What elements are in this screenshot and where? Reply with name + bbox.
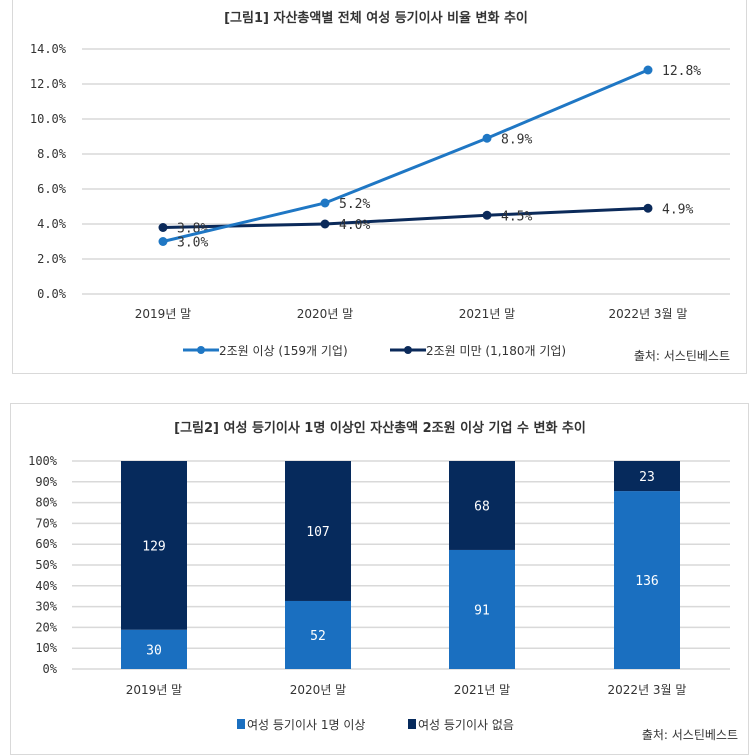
x-tick-label: 2021년 말 — [459, 307, 515, 321]
y-tick-label: 14.0% — [30, 42, 67, 56]
bar-value-label: 30 — [146, 643, 162, 658]
y-tick-label: 6.0% — [37, 182, 67, 196]
data-label: 5.2% — [339, 197, 370, 212]
y-tick-label: 10.0% — [30, 112, 67, 126]
y-tick-label: 0.0% — [37, 287, 67, 301]
bar-segment-without-female-director — [614, 461, 680, 492]
x-tick-label: 2022년 3월 말 — [608, 683, 687, 697]
y-tick-label: 100% — [28, 454, 58, 468]
legend-label-2: 여성 등기이사 없음 — [418, 718, 514, 732]
chart1-panel — [12, 0, 747, 374]
data-label: 4.0% — [339, 218, 370, 233]
x-tick-label: 2020년 말 — [290, 683, 346, 697]
chart1-title: [그림1] 자산총액별 전체 여성 등기이사 비율 변화 추이 — [224, 10, 528, 26]
bar-segment-without-female-director — [121, 461, 187, 630]
legend-label-2: 2조원 미만 (1,180개 기업) — [426, 344, 566, 358]
legend-marker-1 — [197, 346, 205, 354]
x-tick-label: 2022년 3월 말 — [609, 307, 688, 321]
y-tick-label: 8.0% — [37, 147, 67, 161]
y-tick-label: 30% — [35, 600, 57, 614]
y-tick-label: 50% — [35, 558, 57, 572]
legend-label-1: 2조원 이상 (159개 기업) — [219, 344, 348, 358]
y-tick-label: 12.0% — [30, 77, 67, 91]
y-tick-label: 2.0% — [37, 252, 67, 266]
data-point — [320, 198, 330, 208]
legend-marker-2 — [404, 346, 412, 354]
data-point — [643, 203, 653, 213]
data-label: 8.9% — [501, 132, 532, 147]
legend-swatch-2 — [408, 719, 416, 729]
data-label: 3.0% — [177, 236, 208, 251]
bar-segment-with-female-director — [614, 491, 680, 669]
data-label: 4.9% — [662, 202, 693, 217]
bar-segment-with-female-director — [285, 600, 351, 669]
series-line-1 — [162, 68, 649, 243]
bar-segment-with-female-director — [449, 549, 515, 669]
bar-value-label: 107 — [306, 525, 329, 540]
bar-value-label: 23 — [639, 470, 655, 485]
y-tick-label: 10% — [35, 641, 57, 655]
bar-value-label: 52 — [310, 629, 326, 644]
y-tick-label: 60% — [35, 537, 57, 551]
data-label: 4.5% — [501, 209, 532, 224]
y-tick-label: 80% — [35, 496, 57, 510]
data-point — [158, 223, 168, 232]
x-tick-label: 2019년 말 — [126, 683, 182, 697]
data-point — [482, 133, 492, 143]
y-tick-label: 0% — [43, 662, 58, 676]
legend-label-1: 여성 등기이사 1명 이상 — [247, 718, 365, 732]
source-label: 출처: 서스틴베스트 — [642, 728, 738, 742]
y-tick-label: 40% — [35, 579, 57, 593]
y-tick-label: 4.0% — [37, 217, 67, 231]
x-tick-label: 2019년 말 — [135, 307, 191, 321]
series-line-2 — [162, 206, 649, 229]
bar-value-label: 91 — [474, 603, 490, 618]
bar-value-label: 129 — [142, 539, 165, 554]
data-point — [158, 237, 168, 246]
bar-segment-without-female-director — [449, 461, 515, 550]
chart2-title: [그림2] 여성 등기이사 1명 이상인 자산총액 2조원 이상 기업 수 변화… — [174, 420, 586, 436]
data-point — [320, 219, 330, 229]
data-point — [482, 210, 492, 220]
bar-value-label: 68 — [474, 499, 490, 514]
data-label: 12.8% — [662, 64, 701, 79]
y-tick-label: 90% — [35, 475, 57, 489]
y-tick-label: 20% — [35, 620, 57, 634]
source-label: 출처: 서스틴베스트 — [634, 349, 730, 363]
legend-swatch-1 — [237, 719, 245, 729]
y-tick-label: 70% — [35, 516, 57, 530]
x-tick-label: 2020년 말 — [297, 307, 353, 321]
bar-segment-without-female-director — [285, 461, 351, 601]
x-tick-label: 2021년 말 — [454, 683, 510, 697]
bar-value-label: 136 — [635, 574, 658, 589]
data-point — [643, 65, 653, 75]
bar-segment-with-female-director — [121, 629, 187, 669]
